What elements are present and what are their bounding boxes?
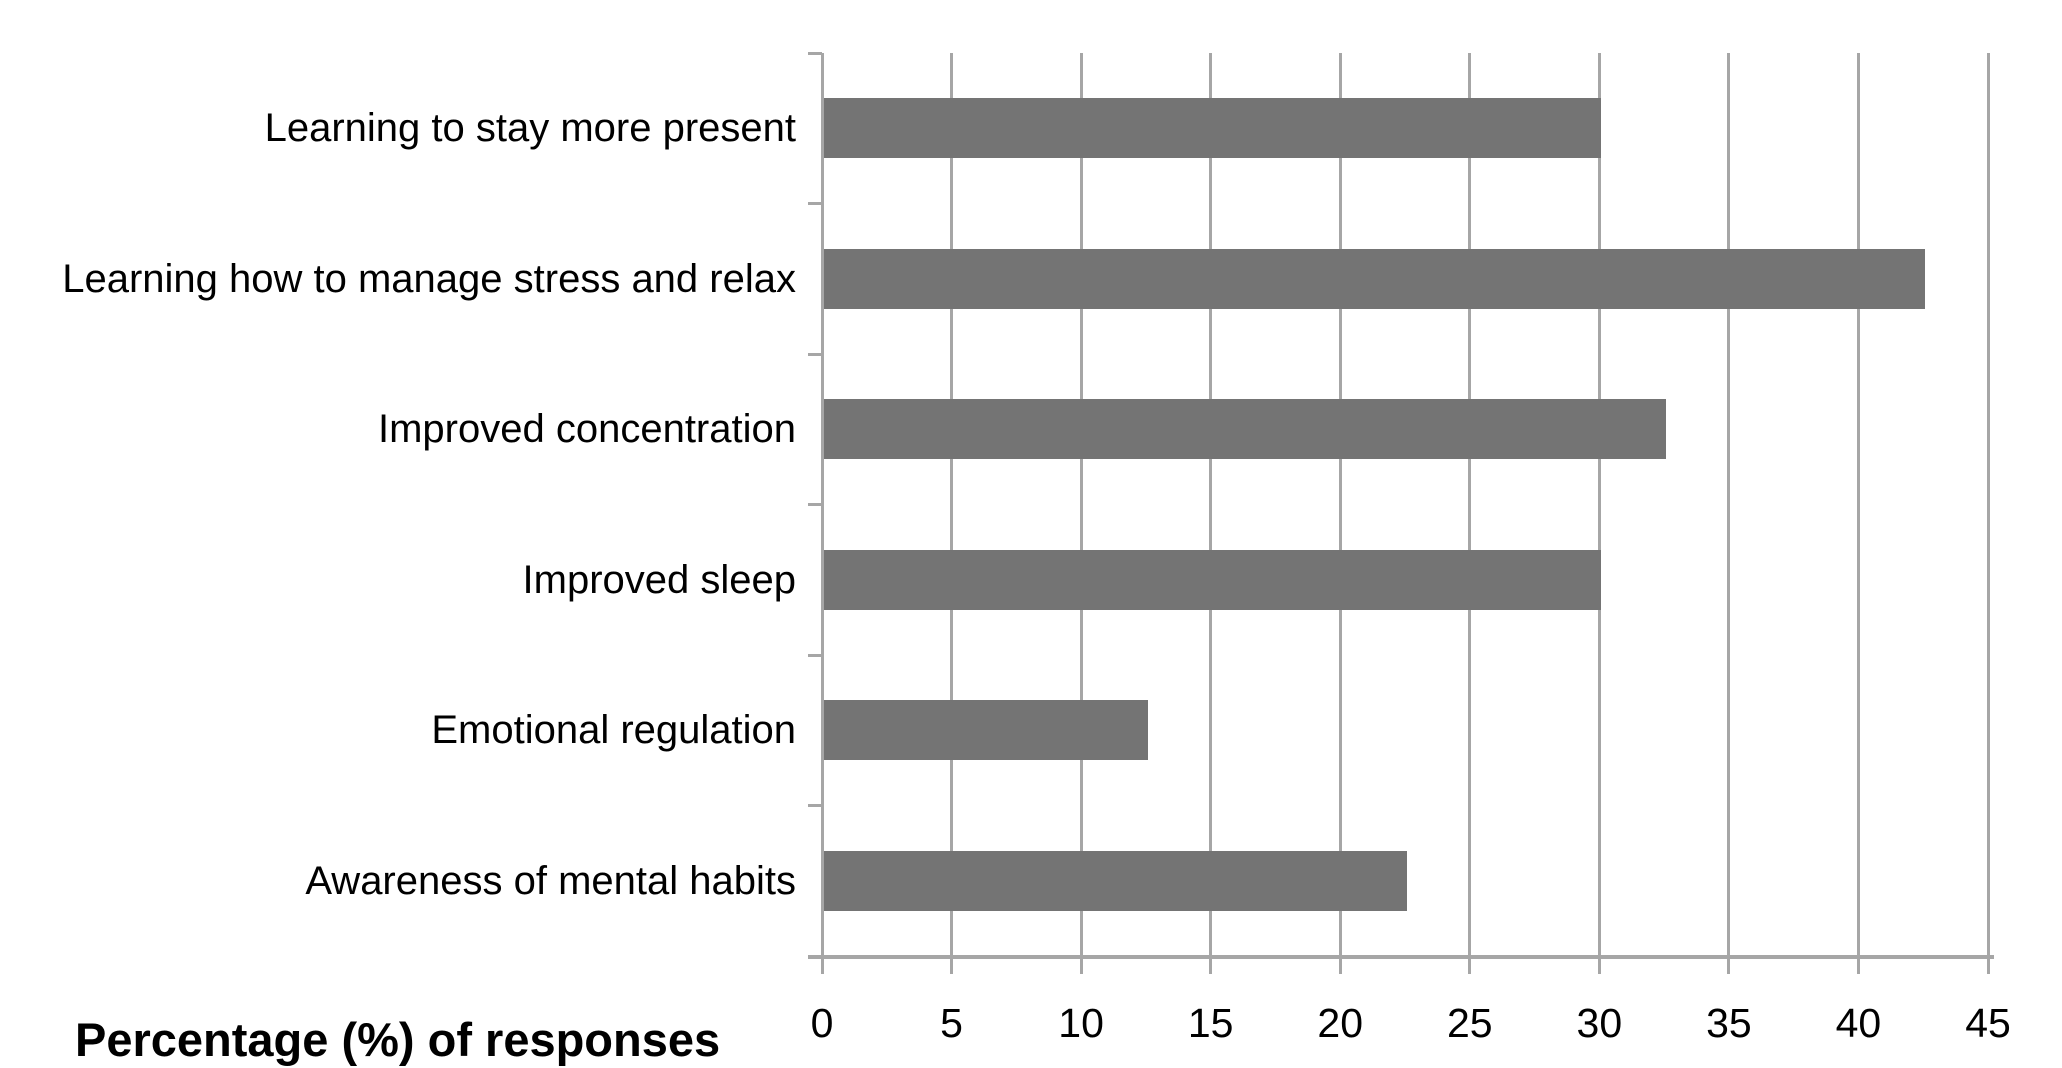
x-tick-label: 15 bbox=[1187, 1000, 1234, 1046]
y-tick-mark bbox=[808, 503, 822, 506]
y-tick-mark bbox=[808, 804, 822, 807]
x-tick-label: 20 bbox=[1317, 1000, 1364, 1046]
x-tick-mark bbox=[1597, 959, 1601, 974]
gridline bbox=[1597, 53, 1601, 956]
bar bbox=[824, 98, 1602, 159]
x-tick-label: 10 bbox=[1058, 1000, 1104, 1046]
gridline bbox=[1079, 53, 1083, 956]
x-tick-mark bbox=[1209, 959, 1213, 974]
category-label: Emotional regulation bbox=[431, 708, 796, 753]
y-tick-mark bbox=[808, 653, 822, 657]
gridline bbox=[1727, 53, 1731, 956]
x-tick-mark bbox=[950, 959, 954, 974]
x-axis-title: Percentage (%) of responses bbox=[75, 1013, 721, 1066]
x-tick-label: 25 bbox=[1446, 1000, 1493, 1046]
bar bbox=[824, 248, 1926, 309]
y-tick-mark bbox=[808, 352, 822, 356]
gridline bbox=[950, 53, 954, 956]
x-tick-label: 35 bbox=[1706, 1000, 1752, 1046]
category-label: Learning how to manage stress and relax bbox=[62, 256, 796, 301]
x-tick-mark bbox=[1727, 959, 1731, 974]
x-tick-mark bbox=[1468, 959, 1472, 974]
x-tick-mark bbox=[1079, 959, 1083, 974]
gridline bbox=[1856, 53, 1860, 956]
x-axis-line bbox=[808, 955, 1994, 959]
category-label: Learning to stay more present bbox=[264, 106, 796, 151]
gridline bbox=[1209, 53, 1213, 956]
y-tick-mark bbox=[808, 202, 822, 205]
x-tick-label: 0 bbox=[810, 1000, 834, 1046]
plot-area bbox=[820, 53, 1990, 956]
category-label: Awareness of mental habits bbox=[305, 858, 796, 903]
x-tick-label: 45 bbox=[1965, 1000, 2011, 1046]
x-tick-mark bbox=[1338, 959, 1342, 974]
bar bbox=[824, 549, 1602, 610]
x-tick-mark bbox=[820, 959, 824, 974]
x-tick-label: 40 bbox=[1835, 1000, 1882, 1046]
bar bbox=[824, 850, 1407, 911]
category-label: Improved sleep bbox=[522, 557, 796, 602]
gridline bbox=[1468, 53, 1472, 956]
x-tick-mark bbox=[1986, 959, 1990, 974]
gridline bbox=[1338, 53, 1342, 956]
x-tick-label: 5 bbox=[940, 1000, 963, 1046]
category-label: Improved concentration bbox=[377, 407, 796, 452]
y-axis-line bbox=[820, 53, 824, 956]
gridline bbox=[1986, 53, 1990, 956]
y-tick-mark bbox=[808, 954, 822, 958]
bar bbox=[824, 399, 1667, 460]
y-tick-mark bbox=[808, 51, 822, 55]
x-tick-mark bbox=[1856, 959, 1860, 974]
bar bbox=[824, 700, 1148, 761]
x-tick-label: 30 bbox=[1576, 1000, 1623, 1046]
